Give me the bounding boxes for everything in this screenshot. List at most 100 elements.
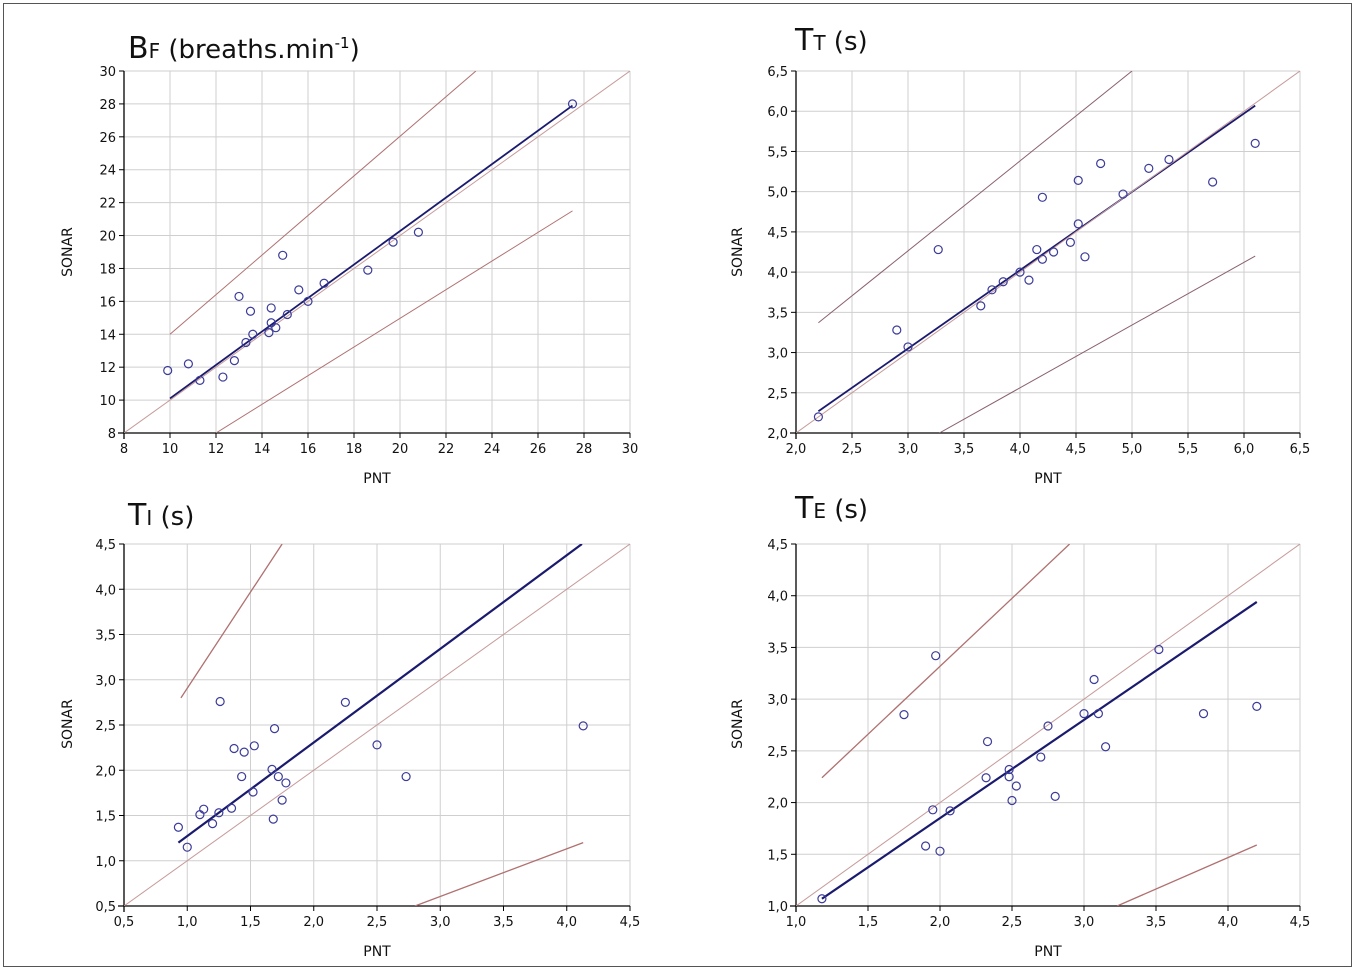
data-point bbox=[1073, 219, 1083, 229]
y-tick-label: 26 bbox=[99, 131, 116, 146]
x-tick-label: 30 bbox=[622, 442, 639, 457]
data-point bbox=[271, 323, 281, 333]
data-point bbox=[1154, 644, 1164, 655]
y-axis-label: SONAR bbox=[730, 227, 746, 277]
data-point bbox=[1048, 247, 1059, 257]
chart-title-subscript: E bbox=[813, 499, 826, 523]
x-tick-label: 2,5 bbox=[1002, 915, 1023, 930]
data-point bbox=[372, 740, 382, 750]
x-tick-label: 2,5 bbox=[842, 442, 863, 457]
data-point bbox=[241, 337, 251, 348]
chart-title: TI (s) bbox=[127, 498, 194, 533]
y-tick-label: 3,5 bbox=[767, 306, 788, 321]
y-tick-label: 4,5 bbox=[767, 226, 788, 241]
data-point bbox=[1032, 244, 1042, 255]
data-point bbox=[218, 372, 228, 382]
y-tick-label: 10 bbox=[99, 394, 116, 409]
data-point bbox=[1037, 192, 1048, 202]
y-tick-label: 4,0 bbox=[767, 266, 788, 281]
data-point bbox=[266, 318, 276, 328]
data-point bbox=[1093, 709, 1104, 719]
regression-line bbox=[177, 544, 583, 844]
data-point bbox=[281, 778, 291, 788]
chart-title: BF (breaths.min-1) bbox=[128, 31, 360, 66]
upper-limit-line bbox=[180, 544, 283, 699]
data-point bbox=[817, 894, 827, 904]
y-tick-label: 4,0 bbox=[95, 583, 116, 598]
chart-title-unit: (s) bbox=[826, 495, 868, 525]
x-tick-label: 2,0 bbox=[786, 442, 807, 457]
data-point bbox=[578, 721, 588, 731]
data-point bbox=[207, 819, 218, 829]
data-point bbox=[567, 99, 578, 109]
y-tick-label: 3,5 bbox=[767, 641, 788, 656]
data-point bbox=[245, 306, 256, 316]
y-tick-label: 12 bbox=[99, 361, 116, 376]
chart-title-unit: (breaths.min bbox=[160, 35, 334, 65]
x-tick-label: 3,5 bbox=[1146, 915, 1167, 930]
data-point bbox=[199, 804, 209, 814]
lower-limit-line bbox=[414, 842, 584, 906]
data-point bbox=[1096, 158, 1106, 169]
data-point bbox=[1164, 154, 1174, 165]
data-point bbox=[278, 250, 288, 260]
data-point bbox=[363, 265, 373, 275]
x-tick-label: 3,0 bbox=[1074, 915, 1095, 930]
data-point bbox=[1036, 752, 1046, 762]
chart-title-subscript: F bbox=[149, 39, 161, 63]
x-tick-label: 4,5 bbox=[1290, 915, 1311, 930]
chart-title-letter: B bbox=[128, 31, 149, 66]
x-axis-label: PNT bbox=[1034, 471, 1062, 487]
chart-title-subscript: T bbox=[812, 31, 826, 55]
data-point bbox=[981, 773, 991, 783]
data-point bbox=[1198, 709, 1209, 719]
x-tick-label: 5,5 bbox=[1178, 442, 1199, 457]
y-tick-label: 2,5 bbox=[95, 719, 116, 734]
data-point bbox=[173, 822, 183, 832]
y-tick-label: 5,5 bbox=[767, 145, 788, 160]
y-tick-label: 2,0 bbox=[95, 764, 116, 779]
chart-title-letter: T bbox=[794, 491, 814, 526]
y-tick-label: 3,0 bbox=[767, 693, 788, 708]
chart-title-unit: (s) bbox=[826, 27, 868, 57]
data-point bbox=[1015, 267, 1025, 277]
data-point bbox=[1252, 701, 1262, 711]
data-point bbox=[935, 846, 945, 856]
x-tick-label: 2,0 bbox=[303, 915, 324, 930]
lower-limit-line bbox=[939, 255, 1256, 433]
data-point bbox=[1089, 674, 1099, 685]
x-tick-label: 4,0 bbox=[556, 915, 577, 930]
data-point bbox=[1011, 781, 1021, 791]
y-axis-label: SONAR bbox=[730, 699, 746, 749]
data-point bbox=[248, 329, 258, 339]
data-point bbox=[1065, 237, 1076, 247]
data-point bbox=[401, 771, 411, 782]
y-tick-label: 30 bbox=[99, 65, 116, 80]
y-tick-label: 20 bbox=[99, 230, 116, 245]
data-point bbox=[998, 277, 1008, 287]
lines-group bbox=[796, 71, 1300, 433]
x-tick-label: 24 bbox=[484, 442, 501, 457]
y-tick-label: 24 bbox=[99, 164, 116, 179]
data-point bbox=[264, 328, 274, 338]
lower-limit-line bbox=[215, 210, 573, 433]
chart-title-subscript: I bbox=[146, 506, 152, 530]
data-point bbox=[163, 365, 173, 376]
data-point bbox=[813, 412, 824, 422]
data-point bbox=[237, 771, 247, 782]
x-tick-label: 2,5 bbox=[367, 915, 388, 930]
data-point bbox=[899, 710, 909, 720]
x-tick-label: 4,0 bbox=[1010, 442, 1031, 457]
data-point bbox=[234, 291, 244, 302]
y-tick-label: 6,5 bbox=[767, 65, 788, 80]
x-axis-label: PNT bbox=[1034, 944, 1062, 960]
x-tick-label: 12 bbox=[208, 442, 225, 457]
y-axis-label: SONAR bbox=[60, 227, 76, 277]
x-tick-label: 6,0 bbox=[1234, 442, 1255, 457]
data-point bbox=[182, 842, 192, 852]
data-point bbox=[1100, 742, 1111, 752]
y-tick-label: 6,0 bbox=[767, 105, 788, 120]
data-point bbox=[1004, 772, 1014, 782]
data-point bbox=[267, 764, 277, 774]
identity-line bbox=[124, 71, 630, 433]
